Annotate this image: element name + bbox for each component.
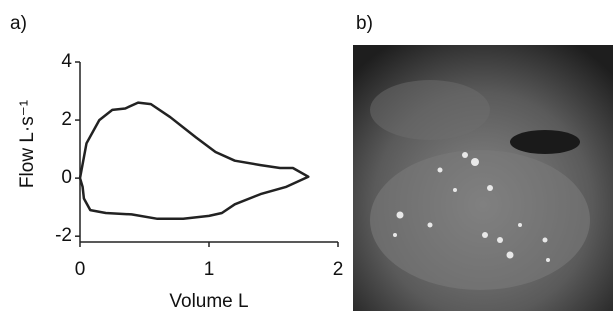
panel-label: a) [10,13,27,34]
figure: a) b) -2024012Volume LFlow L·s⁻¹ [0,0,613,311]
x-tick-label: 0 [75,259,86,280]
y-tick-label: 2 [61,109,72,130]
panel-label: b) [356,13,373,34]
y-axis-label: Flow L·s⁻¹ [17,100,38,188]
flow-volume-loop [80,103,308,219]
x-tick-label: 1 [204,259,215,280]
y-tick-label: -2 [55,225,72,246]
y-tick-label: 4 [61,51,72,72]
y-tick-label: 0 [61,167,72,188]
x-axis-label: Volume L [169,291,248,311]
x-tick-label: 2 [333,259,344,280]
endoscopic-image [353,45,613,311]
